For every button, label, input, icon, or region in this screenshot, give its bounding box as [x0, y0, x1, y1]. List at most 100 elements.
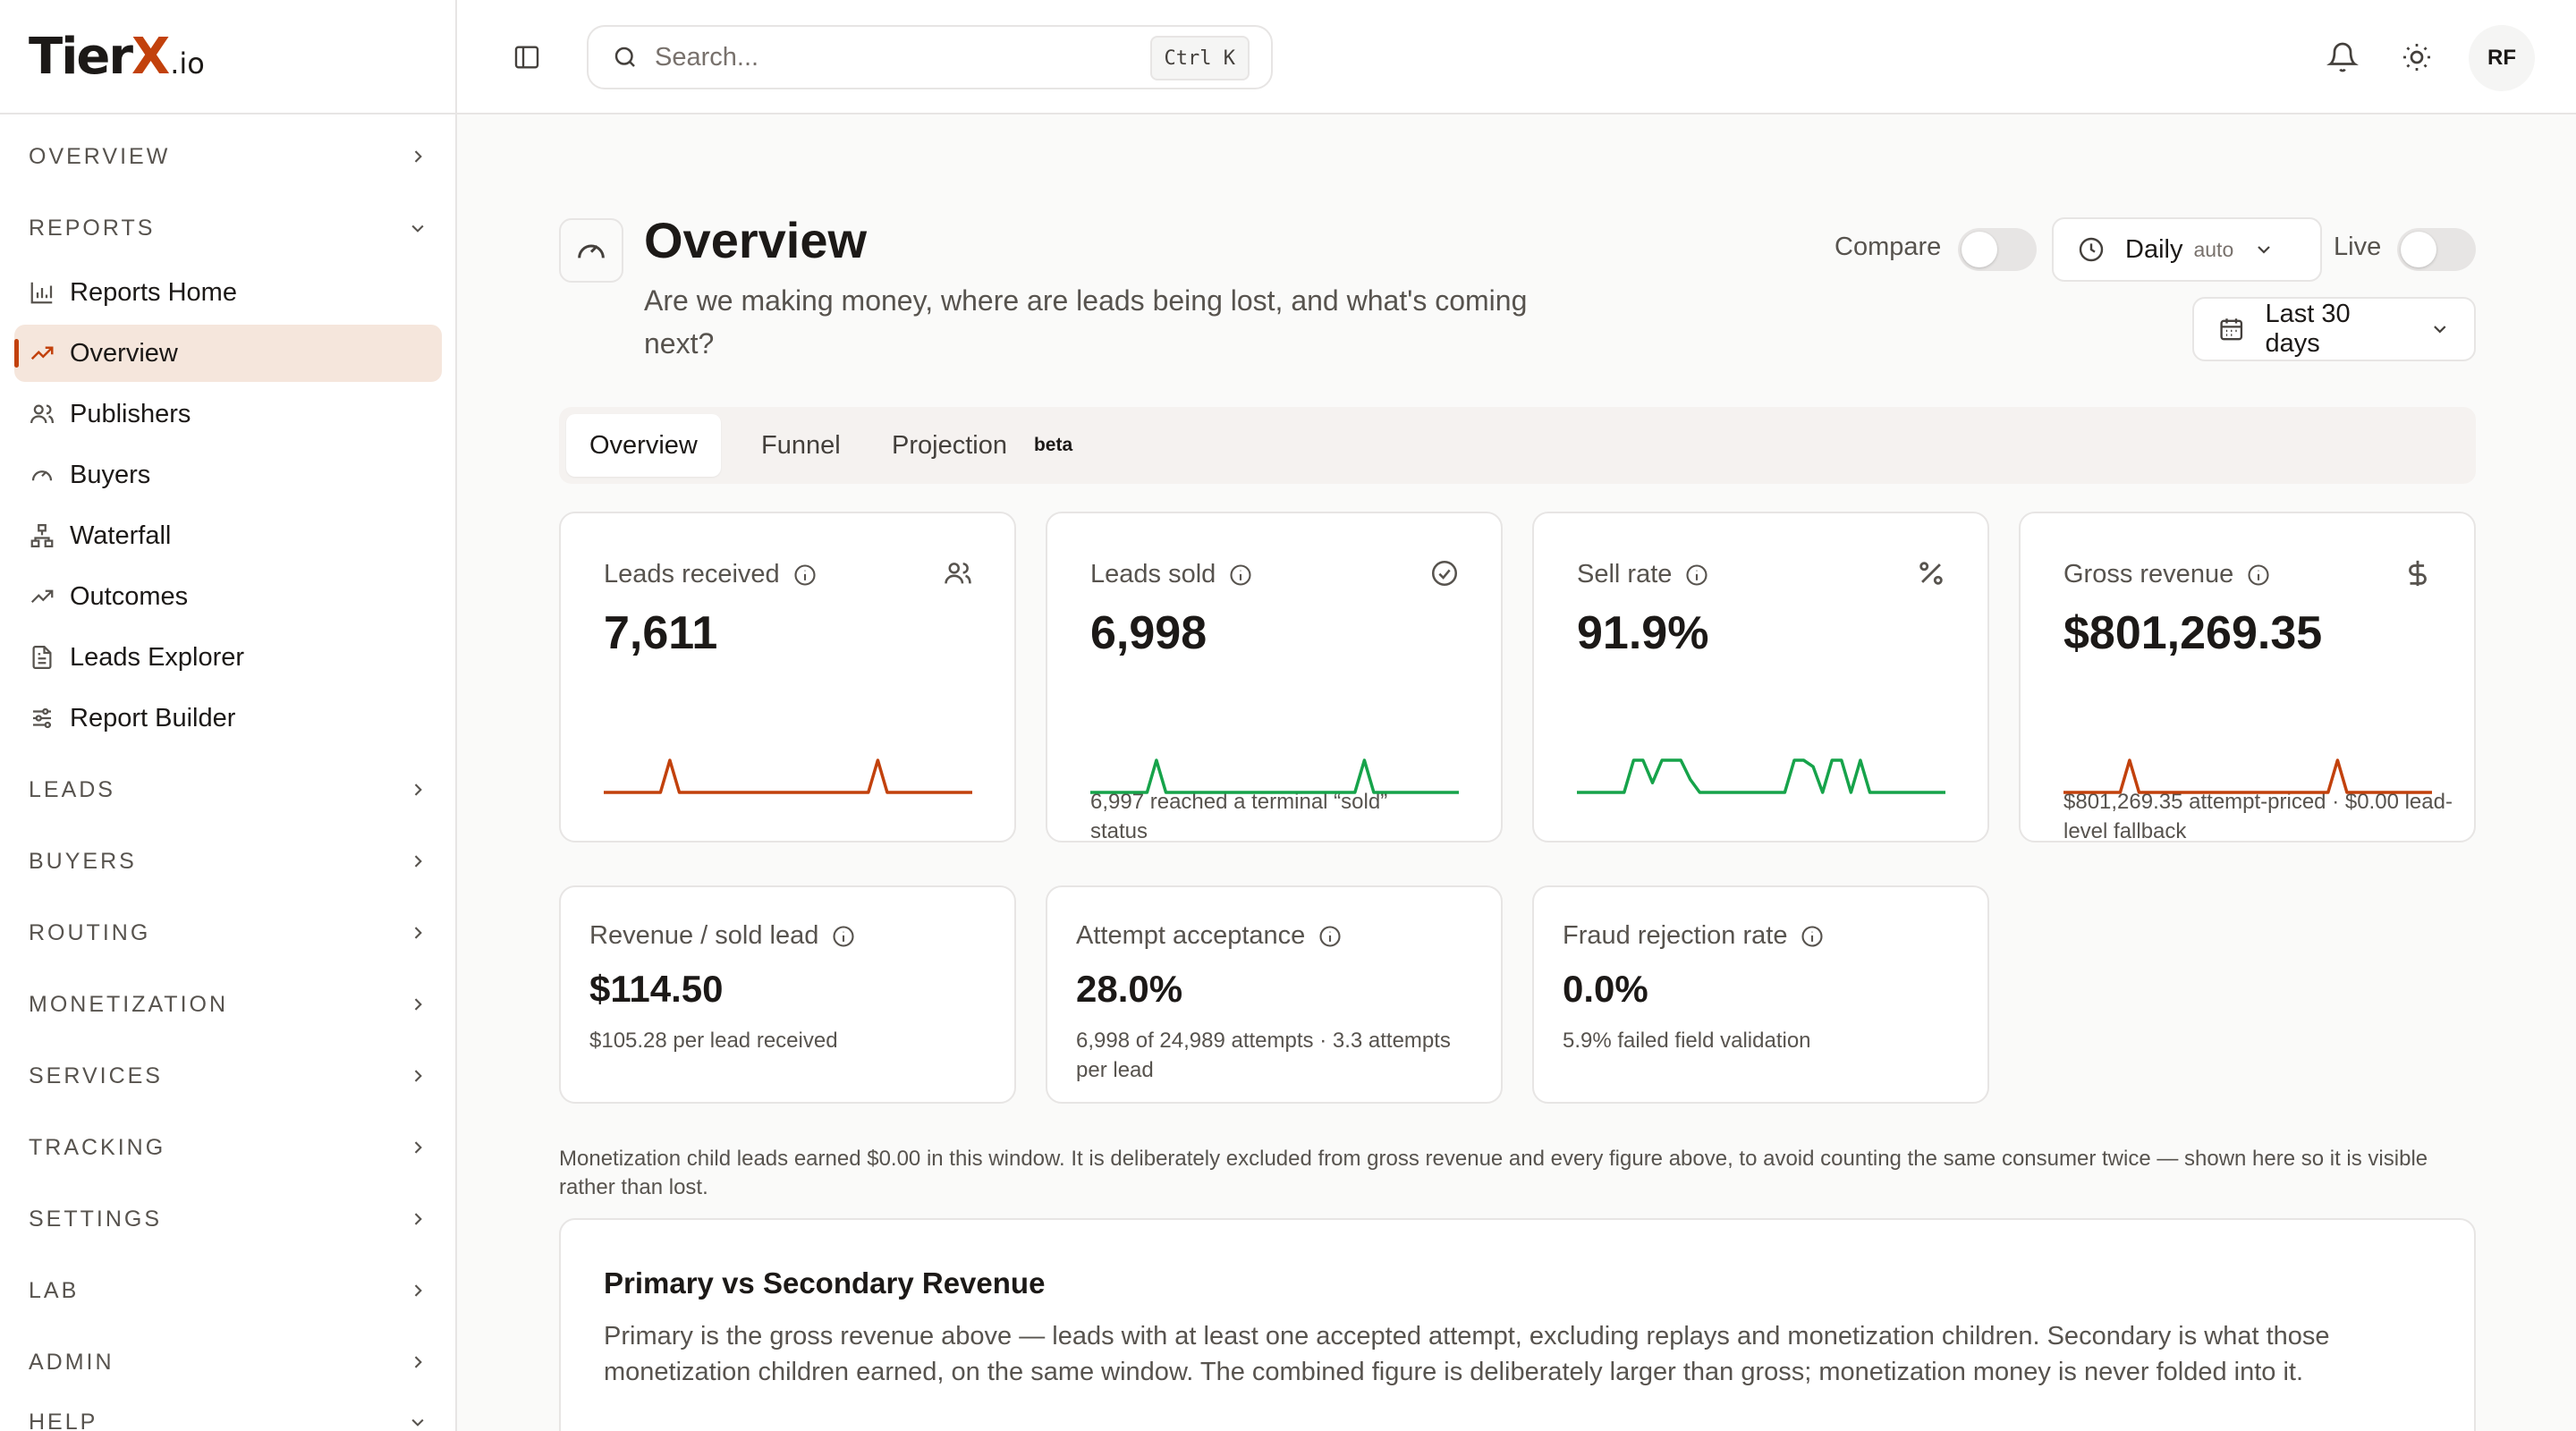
sidebar-item-leads-explorer[interactable]: Leads Explorer: [14, 629, 442, 686]
info-icon[interactable]: [1800, 924, 1825, 949]
nav-section-services[interactable]: SERVICES: [29, 1058, 427, 1094]
sidebar-item-label: Waterfall: [70, 521, 172, 550]
brand-x: X: [131, 27, 170, 86]
info-icon[interactable]: [1318, 924, 1343, 949]
kpi-title: Gross revenue: [2063, 560, 2271, 589]
search-input[interactable]: [655, 42, 1120, 72]
sidebar-item-label: Outcomes: [70, 581, 189, 611]
kpi-title-text: Gross revenue: [2063, 560, 2234, 588]
sidebar-toggle-icon[interactable]: [513, 43, 541, 72]
page-title: Overview: [644, 212, 868, 268]
compare-toggle[interactable]: [1958, 228, 2037, 271]
sidebar-item-overview[interactable]: Overview: [14, 325, 442, 382]
sparkline: [1090, 758, 1459, 794]
sidebar-item-outcomes[interactable]: Outcomes: [14, 568, 442, 625]
toggle-knob: [2401, 232, 2436, 267]
nav-section-routing[interactable]: ROUTING: [29, 915, 427, 951]
info-icon[interactable]: [1228, 563, 1253, 588]
bar-chart-icon: [30, 282, 53, 304]
chevron-down-icon: [411, 224, 424, 233]
clock-icon: [2079, 237, 2104, 262]
chevron-right-icon: [414, 1356, 422, 1368]
sparkline-series: [1090, 758, 1459, 794]
logo-area: Tier X .io: [0, 0, 455, 114]
sparkline: [604, 758, 972, 794]
check-circle-icon: [1431, 560, 1458, 587]
chevron-down-icon: [2258, 246, 2271, 254]
tab-label: Funnel: [761, 430, 841, 460]
nav-section-reports[interactable]: REPORTS: [29, 210, 427, 246]
kpi-value: 6,998: [1090, 607, 1208, 659]
kpi-card-revenue-per-sold-lead: Revenue / sold lead $114.50 $105.28 per …: [559, 885, 1016, 1104]
sun-icon[interactable]: [2401, 41, 2433, 73]
nav-section-label: SETTINGS: [29, 1206, 163, 1232]
sidebar-item-label: Publishers: [70, 399, 191, 428]
kpi-title-text: Leads sold: [1090, 560, 1216, 588]
kpi-description: $105.28 per lead received: [589, 1029, 838, 1053]
interval-mode: auto: [2193, 237, 2234, 261]
gauge-icon: [578, 244, 605, 258]
brand-logo[interactable]: Tier X .io: [29, 28, 205, 86]
compare-label: Compare: [1835, 233, 1942, 261]
info-icon[interactable]: [2246, 563, 2271, 588]
tab-overview[interactable]: Overview: [566, 414, 721, 477]
nav-section-help[interactable]: HELP: [29, 1404, 427, 1431]
date-range-select[interactable]: Last 30 days: [2192, 297, 2476, 361]
live-label: Live: [2334, 233, 2382, 261]
sidebar-item-publishers[interactable]: Publishers: [14, 385, 442, 443]
sidebar-item-waterfall[interactable]: Waterfall: [14, 507, 442, 564]
live-toggle[interactable]: [2397, 228, 2476, 271]
nav-section-tracking[interactable]: TRACKING: [29, 1130, 427, 1165]
sidebar-item-label: Report Builder: [70, 703, 236, 732]
sparkline-series: [1577, 758, 1945, 794]
nav-section-label: ADMIN: [29, 1349, 114, 1375]
primary-secondary-revenue-panel: Primary vs Secondary Revenue Primary is …: [559, 1218, 2476, 1431]
file-icon: [32, 646, 52, 669]
kpi-value: 91.9%: [1577, 607, 1709, 659]
kpi-card-attempt-acceptance: Attempt acceptance 28.0% 6,998 of 24,989…: [1046, 885, 1503, 1104]
interval-select[interactable]: Daily auto: [2052, 217, 2322, 282]
kpi-card-gross-revenue: Gross revenue $801,269.35 $801,269.35 at…: [2019, 512, 2476, 843]
sidebar-item-buyers[interactable]: Buyers: [14, 446, 442, 504]
kpi-value: $801,269.35: [2063, 607, 2323, 659]
chevron-right-icon: [414, 855, 422, 868]
sidebar: Tier X .io OVERVIEW REPORTS Reports Home O…: [0, 0, 457, 1431]
info-icon[interactable]: [792, 563, 818, 588]
tab-projection[interactable]: Projection beta: [869, 414, 1096, 477]
nav-section-label: OVERVIEW: [29, 143, 171, 169]
nav-section-admin[interactable]: ADMIN: [29, 1344, 427, 1380]
tab-bar: Overview Funnel Projection beta: [559, 407, 2476, 484]
kpi-value: $114.50: [589, 968, 724, 1010]
sparkline: [1577, 758, 1945, 794]
sidebar-item-report-builder[interactable]: Report Builder: [14, 690, 442, 747]
chevron-right-icon: [414, 150, 422, 163]
kpi-title: Fraud rejection rate: [1563, 921, 1825, 951]
info-icon[interactable]: [1684, 563, 1709, 588]
info-icon[interactable]: [831, 924, 856, 949]
main-content: Overview Are we making money, where are …: [457, 116, 2576, 1431]
nav-section-label: BUYERS: [29, 848, 137, 874]
brand-suffix: .io: [170, 46, 205, 80]
sparkline-series: [604, 758, 972, 794]
nav-section-monetization[interactable]: MONETIZATION: [29, 986, 427, 1022]
search-bar[interactable]: Ctrl K: [587, 25, 1273, 89]
chevron-right-icon: [414, 783, 422, 796]
kpi-title: Attempt acceptance: [1076, 921, 1343, 951]
kpi-description: 6,998 of 24,989 attempts · 3.3 attempts …: [1076, 1029, 1451, 1082]
nav-section-overview[interactable]: OVERVIEW: [29, 139, 427, 174]
gauge-icon: [31, 470, 53, 481]
avatar[interactable]: RF: [2469, 25, 2535, 91]
nav-section-lab[interactable]: LAB: [29, 1273, 427, 1308]
sidebar-item-reports-home[interactable]: Reports Home: [14, 264, 442, 321]
tab-label: Overview: [589, 430, 698, 460]
nav-section-settings[interactable]: SETTINGS: [29, 1201, 427, 1237]
nav-section-buyers[interactable]: BUYERS: [29, 843, 427, 879]
sidebar-item-label: Overview: [70, 338, 178, 368]
nav-section-label: MONETIZATION: [29, 991, 229, 1017]
trending-up-icon: [30, 589, 54, 604]
bell-icon[interactable]: [2326, 41, 2359, 73]
kpi-value: 0.0%: [1563, 968, 1648, 1010]
nav-section-leads[interactable]: LEADS: [29, 772, 427, 808]
tab-funnel[interactable]: Funnel: [738, 414, 864, 477]
sidebar-item-label: Leads Explorer: [70, 642, 245, 672]
